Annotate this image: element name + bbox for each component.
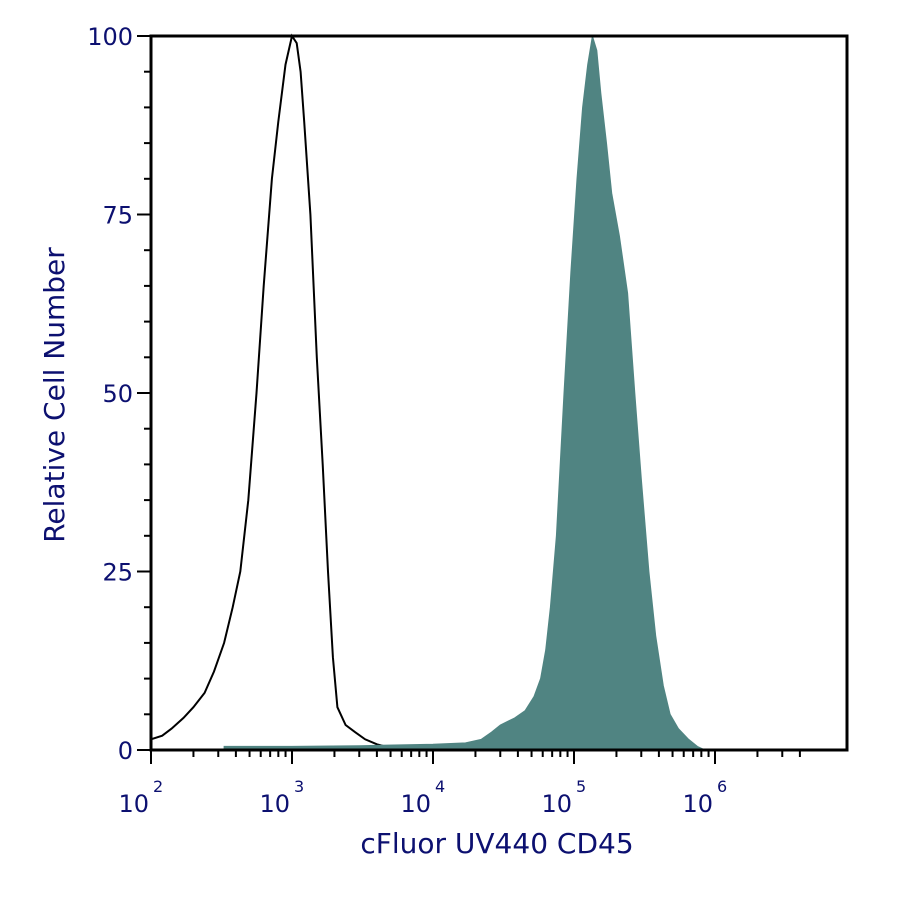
x-tick-label-exponent: 5 (576, 777, 586, 796)
histogram-stained-series (223, 35, 706, 751)
y-tick-label: 100 (87, 23, 133, 51)
x-tick-label-base: 10 (541, 790, 572, 818)
series-layer (150, 33, 706, 751)
x-tick-label-exponent: 4 (435, 777, 445, 796)
histogram-control-series (150, 33, 402, 751)
y-tick-label: 75 (102, 202, 133, 230)
x-tick-label-base: 10 (118, 790, 149, 818)
x-tick-label-exponent: 6 (717, 777, 727, 796)
y-axis: 0 25 50 75 100 (87, 23, 151, 765)
x-tick-label-base: 10 (400, 790, 431, 818)
x-tick-label-exponent: 2 (153, 777, 163, 796)
y-tick-label: 25 (102, 559, 133, 587)
y-axis-title: Relative Cell Number (38, 247, 71, 543)
x-tick-label-base: 10 (259, 790, 290, 818)
plot-frame (149, 34, 849, 752)
y-tick-label: 0 (118, 737, 133, 765)
x-tick-label-base: 10 (682, 790, 713, 818)
y-tick-label: 50 (102, 380, 133, 408)
x-axis-title: cFluor UV440 CD45 (360, 827, 633, 860)
x-tick-label-exponent: 3 (294, 777, 304, 796)
